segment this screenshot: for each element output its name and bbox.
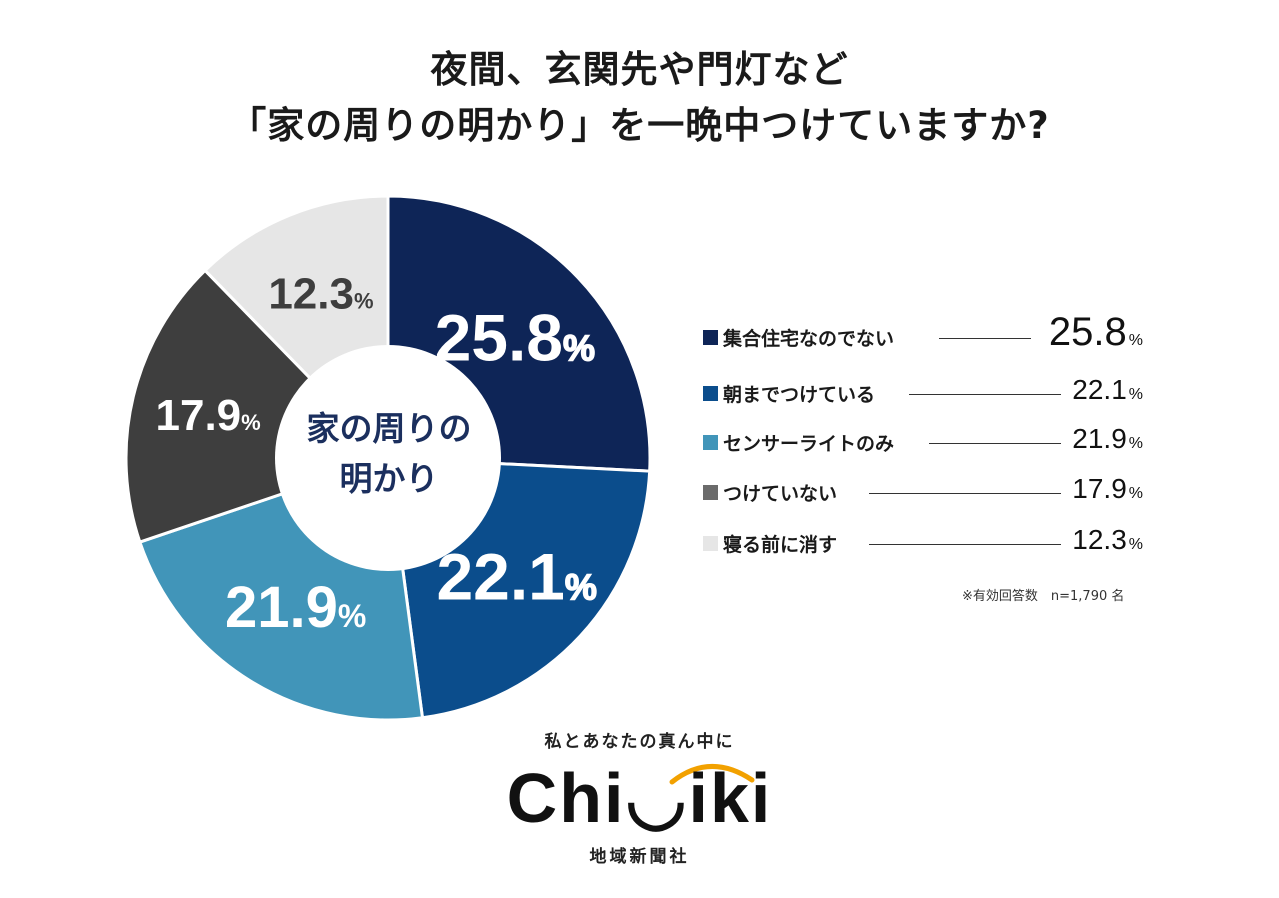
brand-block: 私とあなたの真ん中に Chi◡iki 地域新聞社: [0, 727, 1279, 867]
legend-value: 12.3%: [1072, 524, 1143, 555]
legend-item: 集合住宅なのでない 25.8%: [703, 310, 1153, 358]
slice-value-label: 17.9%: [156, 391, 261, 440]
logo-smile-icon: [669, 764, 755, 785]
legend-leader-line: [939, 338, 1031, 339]
slice-labels: 25.8% 22.1% 21.9% 17.9% 12.3%: [156, 270, 598, 640]
legend-leader-line: [929, 443, 1061, 444]
legend-leader-line: [909, 394, 1061, 395]
logo-wordmark: Chi◡iki: [506, 759, 773, 837]
legend-value: 21.9%: [1072, 423, 1143, 454]
legend-value: 22.1%: [1072, 374, 1143, 405]
center-label-line-2: 明かり: [339, 459, 439, 498]
slice-value-label: 21.9%: [225, 575, 366, 640]
donut-hole: [275, 345, 501, 571]
legend-swatch: [703, 435, 718, 450]
brand-logo: Chi◡iki: [0, 752, 1279, 842]
legend-value: 17.9%: [1072, 473, 1143, 504]
legend-item: センサーライトのみ 21.9%: [703, 423, 1153, 463]
legend-item: つけていない 17.9%: [703, 473, 1153, 513]
legend-label: つけていない: [723, 483, 838, 505]
legend-swatch: [703, 536, 718, 551]
title-line-1: 夜間、玄関先や門灯など: [430, 48, 849, 91]
brand-company: 地域新聞社: [589, 847, 690, 867]
slice-value-label: 25.8%: [435, 301, 595, 375]
center-label-line-1: 家の周りの: [306, 409, 472, 448]
title-line-2: 「家の周りの明かり」を一晩中つけていますか?: [229, 104, 1050, 147]
sample-size-note: ※有効回答数 n=1,790 名: [962, 589, 1125, 604]
legend-label: 集合住宅なのでない: [723, 328, 895, 350]
legend-label: センサーライトのみ: [723, 433, 895, 455]
slice-value-label: 12.3%: [268, 270, 373, 319]
brand-tagline: 私とあなたの真ん中に: [544, 732, 735, 752]
legend-label: 朝までつけている: [723, 384, 876, 406]
donut-center-label: 家の周りの 明かり: [278, 404, 500, 504]
slice-value-label: 22.1%: [436, 540, 596, 614]
legend-item: 朝までつけている 22.1%: [703, 374, 1153, 414]
legend-swatch: [703, 485, 718, 500]
legend-label: 寝る前に消す: [723, 534, 838, 556]
legend-value: 25.8%: [1048, 310, 1143, 354]
legend-swatch: [703, 330, 718, 345]
legend-leader-line: [869, 493, 1061, 494]
chart-title: 夜間、玄関先や門灯など 「家の周りの明かり」を一晩中つけていますか?: [0, 42, 1279, 154]
legend-item: 寝る前に消す 12.3%: [703, 524, 1153, 564]
legend-swatch: [703, 386, 718, 401]
legend-leader-line: [869, 544, 1061, 545]
